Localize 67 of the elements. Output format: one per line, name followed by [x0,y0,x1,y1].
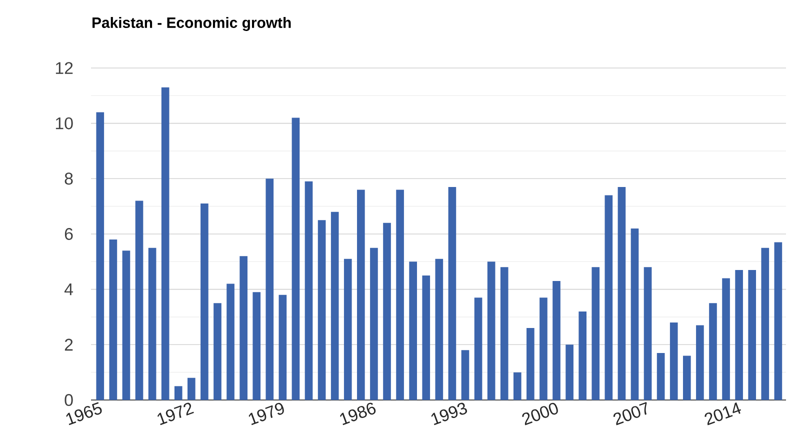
bar [540,298,548,400]
bar [240,256,248,400]
bar [604,195,613,400]
bar [722,278,730,400]
bar [422,275,430,400]
bar [122,250,130,400]
x-tick-label: 2014 [704,402,742,426]
bar [552,281,560,400]
bar [266,178,274,400]
bar [330,212,339,400]
bar [318,220,326,400]
bar [109,240,118,400]
bar [357,190,365,400]
bar [500,267,508,400]
bar [396,190,404,400]
bar [278,294,287,400]
bar [304,181,313,400]
bar [148,248,156,400]
bar [226,284,234,400]
bar [214,303,222,400]
bar [435,258,444,400]
bar [670,322,678,400]
bar [474,298,482,400]
bar [709,303,717,400]
bar [292,118,300,400]
y-tick-label: 6 [64,228,73,240]
x-tick-label: 2000 [522,402,558,426]
bar [383,222,391,400]
bar [487,262,496,400]
bar [761,248,770,400]
bar [735,270,743,400]
bar [461,350,470,400]
bar [696,325,704,400]
x-tick-label: 1979 [248,402,284,426]
bar [630,228,639,400]
y-tick-label: 2 [64,338,73,351]
bar [188,378,196,400]
bar [592,267,600,400]
y-tick-label: 12 [56,62,73,74]
bar [644,267,652,400]
bar [370,248,378,400]
bar [566,344,574,400]
x-tick-label: 1993 [431,402,468,426]
y-tick-label: 8 [64,172,73,185]
bar [161,87,170,400]
bar [252,292,261,400]
bar [448,186,456,400]
y-tick-label: 4 [64,283,73,296]
bar [409,262,417,400]
bar [513,372,522,400]
bar [135,200,144,400]
bar [200,204,208,400]
bar [656,352,665,400]
x-tick-label: 1986 [340,402,376,426]
bar [682,356,691,400]
y-tick-label: 10 [56,117,73,130]
bar [578,311,587,400]
x-tick-label: 1972 [158,402,194,426]
chart-title: Pakistan - Economic growth [92,16,291,31]
bar [96,112,104,400]
bar [618,186,626,400]
bar [344,258,352,400]
bar [774,242,782,400]
bar [748,270,756,400]
bar [174,386,182,400]
bar [526,328,534,400]
x-tick-label: 2007 [613,402,647,426]
